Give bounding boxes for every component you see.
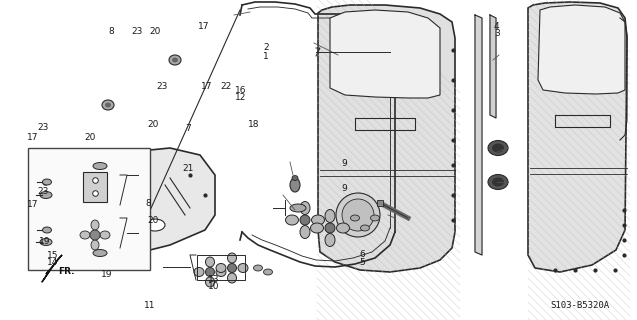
Ellipse shape [93,163,107,170]
Ellipse shape [325,210,335,222]
Polygon shape [538,5,625,94]
Ellipse shape [238,263,248,273]
Ellipse shape [310,223,324,233]
Text: 15: 15 [47,251,58,260]
Ellipse shape [145,219,165,231]
Ellipse shape [91,240,99,250]
Polygon shape [528,2,627,272]
Ellipse shape [311,215,324,225]
Ellipse shape [216,268,226,276]
Text: 11: 11 [144,301,155,310]
Text: 13: 13 [208,275,219,284]
Text: 9: 9 [341,184,347,193]
Text: 1: 1 [263,52,269,60]
Ellipse shape [43,179,52,185]
Text: 22: 22 [220,82,232,91]
Ellipse shape [105,102,111,108]
Ellipse shape [227,253,236,263]
Ellipse shape [488,174,508,189]
Ellipse shape [300,226,310,238]
Ellipse shape [300,202,310,214]
Ellipse shape [40,238,52,245]
Text: 9: 9 [341,159,347,168]
Text: 5: 5 [359,258,365,267]
Text: 20: 20 [149,27,161,36]
Text: 8: 8 [108,27,114,36]
Ellipse shape [325,234,335,246]
Text: 17: 17 [27,133,39,142]
Ellipse shape [194,268,204,276]
Circle shape [342,199,374,231]
Ellipse shape [290,178,300,192]
Circle shape [325,223,335,233]
Ellipse shape [93,250,107,257]
Text: 10: 10 [208,282,219,291]
Text: 19: 19 [101,270,113,279]
Ellipse shape [169,55,181,65]
Text: 17: 17 [27,200,39,209]
Ellipse shape [488,140,508,156]
Text: 4: 4 [494,22,499,31]
Ellipse shape [492,178,504,187]
Ellipse shape [216,263,226,273]
Ellipse shape [91,220,99,230]
Circle shape [227,263,236,273]
Text: 3: 3 [494,29,500,38]
Ellipse shape [206,257,215,267]
Text: 18: 18 [248,120,259,129]
Text: S103-B5320A: S103-B5320A [550,300,610,309]
Polygon shape [490,15,496,118]
Text: FR.: FR. [58,268,75,276]
Ellipse shape [206,277,215,287]
Text: 20: 20 [147,120,159,129]
Ellipse shape [371,215,380,221]
Ellipse shape [290,204,306,212]
Ellipse shape [227,273,236,283]
Text: 17: 17 [198,22,210,31]
Text: 20: 20 [84,133,96,142]
Ellipse shape [102,100,114,110]
Text: 17: 17 [201,82,213,91]
Circle shape [206,268,215,276]
Ellipse shape [100,231,110,239]
Text: 16: 16 [235,86,247,95]
Text: 8: 8 [145,199,151,208]
Ellipse shape [80,231,90,239]
Ellipse shape [40,191,52,198]
Circle shape [90,230,100,240]
Ellipse shape [43,227,52,233]
Ellipse shape [292,175,298,180]
Text: 20: 20 [147,216,159,225]
Bar [197,255,245,280]
Text: 12: 12 [235,93,247,102]
Bar [28,148,150,270]
Polygon shape [318,5,455,272]
Text: 23: 23 [131,27,143,36]
Ellipse shape [336,223,350,233]
Polygon shape [475,15,482,255]
Bar [118,208,146,230]
Ellipse shape [172,58,178,62]
Ellipse shape [361,225,369,231]
Text: 6: 6 [359,250,365,259]
Text: 21: 21 [182,164,194,173]
Ellipse shape [350,215,359,221]
Circle shape [300,215,310,225]
Polygon shape [108,148,215,255]
Text: 7: 7 [185,124,191,133]
Bar [83,172,107,202]
Ellipse shape [492,143,504,153]
Text: 23: 23 [38,123,49,132]
Ellipse shape [285,215,299,225]
Polygon shape [42,255,62,282]
Text: 2: 2 [264,43,269,52]
Text: 23: 23 [38,187,49,196]
Ellipse shape [254,265,262,271]
Text: 14: 14 [47,258,58,267]
Circle shape [336,193,380,237]
Polygon shape [330,10,440,98]
Ellipse shape [264,269,273,275]
Text: 19: 19 [39,237,50,246]
Text: 23: 23 [157,82,168,91]
